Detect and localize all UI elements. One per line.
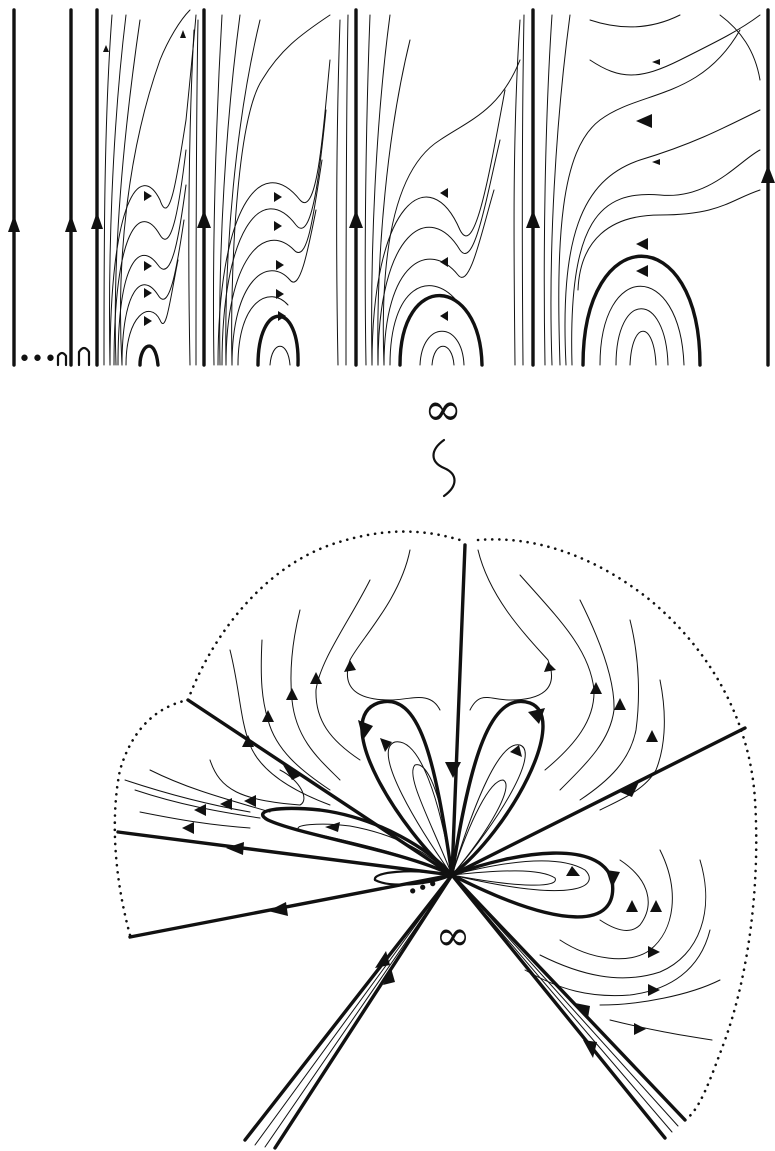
separatrix-top — [450, 543, 467, 877]
ellipsis-dots: ••• — [18, 347, 57, 372]
up-arrow — [197, 210, 211, 228]
up-arrow — [526, 210, 540, 228]
separatrix-left — [116, 830, 454, 877]
strip-1-flow — [103, 9, 199, 367]
strip-2-flow — [212, 14, 349, 367]
up-arrow — [761, 165, 775, 183]
up-arrow — [65, 215, 77, 232]
dotted-boundary — [113, 530, 462, 937]
blowup-phase-portrait: ••• — [113, 530, 758, 1150]
separatrix-bottom-left — [243, 873, 454, 1142]
petal-left — [260, 806, 454, 877]
infinity-symbol: ∞ — [424, 382, 462, 436]
strip-phase-portrait: ••• — [8, 8, 775, 372]
petal-upper-right — [450, 699, 545, 877]
small-loop — [77, 346, 91, 367]
infinity-symbol-bottom: ∞ — [436, 911, 471, 960]
strip-3-flow — [364, 14, 525, 367]
separatrix-upper-left — [186, 698, 454, 877]
small-loop — [56, 351, 68, 367]
dotted-boundary — [476, 538, 758, 1122]
separatrix-bottom-right-2 — [450, 873, 687, 1122]
equivalence-symbol — [432, 438, 456, 498]
petal-small-left — [373, 870, 454, 886]
up-arrow — [8, 215, 20, 232]
equivalence-symbol-text: ≀ — [0, 0, 1, 1]
separatrix-right — [450, 726, 747, 877]
up-arrow — [349, 210, 363, 228]
separatrix-bottom-right — [450, 873, 667, 1140]
separatrix-bottom-left-2 — [273, 873, 454, 1150]
up-arrow — [91, 212, 103, 229]
strip-4-flow — [543, 14, 761, 367]
petal-upper-left — [360, 699, 454, 877]
